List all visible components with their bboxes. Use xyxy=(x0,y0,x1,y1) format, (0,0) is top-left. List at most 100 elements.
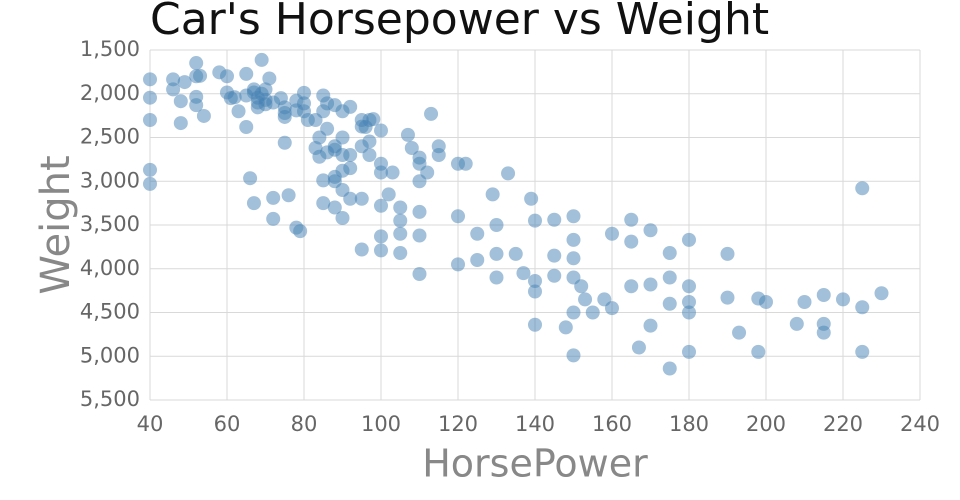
y-tick-label: 2,000 xyxy=(80,81,140,105)
point xyxy=(566,348,581,363)
point xyxy=(624,234,639,249)
x-tick-label: 220 xyxy=(823,412,863,436)
point xyxy=(489,246,504,261)
point xyxy=(254,52,269,67)
point xyxy=(662,296,677,311)
point xyxy=(173,94,188,109)
x-tick-label: 200 xyxy=(746,412,786,436)
point xyxy=(231,104,246,119)
x-tick-label: 240 xyxy=(900,412,940,436)
y-tick-label: 5,500 xyxy=(80,387,140,411)
point xyxy=(547,268,562,283)
point xyxy=(362,148,377,162)
point xyxy=(258,97,273,112)
x-tick-label: 160 xyxy=(592,412,632,436)
point xyxy=(485,187,500,202)
point xyxy=(189,56,204,71)
point xyxy=(528,317,542,332)
point xyxy=(528,284,542,299)
point xyxy=(281,188,296,203)
point xyxy=(243,171,258,186)
point xyxy=(166,82,181,97)
point xyxy=(239,120,254,134)
point xyxy=(343,191,358,206)
point xyxy=(501,166,516,181)
y-tick-label: 4,500 xyxy=(80,300,140,324)
point xyxy=(362,134,377,149)
point xyxy=(682,295,696,309)
point xyxy=(759,295,773,309)
point xyxy=(266,190,281,205)
x-tick-label: 140 xyxy=(515,412,555,436)
point xyxy=(605,226,619,241)
point xyxy=(404,141,419,155)
point xyxy=(574,279,589,294)
point xyxy=(220,69,234,84)
point xyxy=(528,274,542,288)
point xyxy=(643,223,658,238)
point xyxy=(451,209,465,224)
point xyxy=(393,200,408,215)
point xyxy=(262,71,277,86)
point xyxy=(246,196,261,211)
point xyxy=(682,279,696,294)
y-tick-label: 4,000 xyxy=(80,256,140,280)
point xyxy=(816,325,831,340)
point xyxy=(508,246,523,261)
point xyxy=(335,211,350,225)
x-tick-label: 40 xyxy=(137,412,164,436)
point xyxy=(524,191,539,206)
point xyxy=(424,106,439,121)
point xyxy=(374,243,388,258)
point xyxy=(166,72,181,87)
point xyxy=(720,246,735,261)
x-axis-label: HorsePower xyxy=(422,442,648,486)
point xyxy=(431,148,446,162)
point xyxy=(266,211,281,226)
point xyxy=(682,344,696,359)
point xyxy=(855,300,870,315)
point xyxy=(631,340,646,355)
point xyxy=(381,187,396,202)
point xyxy=(489,270,504,285)
y-axis-label: Weight xyxy=(33,155,79,294)
point xyxy=(393,226,408,241)
point xyxy=(312,130,327,145)
point xyxy=(177,75,192,90)
point xyxy=(528,213,542,228)
point xyxy=(277,106,292,120)
point xyxy=(354,191,369,206)
point xyxy=(662,246,677,260)
point xyxy=(143,162,157,177)
y-tick-label: 3,000 xyxy=(80,168,140,192)
point xyxy=(374,229,388,244)
point xyxy=(354,242,369,257)
point xyxy=(458,156,473,171)
point xyxy=(227,90,242,105)
point xyxy=(451,257,465,272)
point xyxy=(385,165,400,180)
point xyxy=(855,344,870,359)
point xyxy=(374,165,388,180)
point xyxy=(836,292,850,307)
point xyxy=(720,290,735,305)
point xyxy=(566,232,581,247)
point xyxy=(254,86,269,101)
x-tick-label: 180 xyxy=(669,412,709,436)
point xyxy=(643,318,658,333)
point xyxy=(578,292,593,307)
point xyxy=(374,123,388,138)
x-tick-label: 120 xyxy=(438,412,478,436)
point xyxy=(412,267,427,281)
point xyxy=(343,148,358,162)
point xyxy=(297,96,311,111)
point xyxy=(412,228,427,243)
point xyxy=(366,112,381,127)
point xyxy=(400,127,415,142)
point xyxy=(732,325,747,340)
point xyxy=(273,91,288,106)
point xyxy=(374,198,388,213)
point xyxy=(751,344,766,359)
point xyxy=(470,226,485,241)
